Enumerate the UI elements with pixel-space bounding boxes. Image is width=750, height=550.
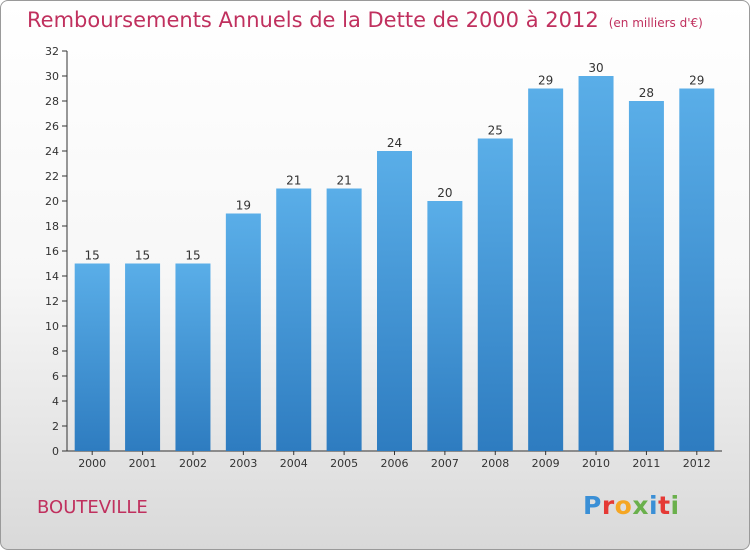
bar-value-label: 25: [488, 124, 503, 138]
bar-value-label: 29: [689, 74, 704, 88]
bar: [225, 213, 261, 451]
bar: [679, 88, 715, 451]
x-tick-label: 2000: [78, 457, 106, 470]
bar-value-label: 21: [336, 174, 351, 188]
y-tick-label: 14: [45, 270, 59, 283]
y-tick-label: 32: [45, 45, 59, 58]
bar-value-label: 15: [85, 249, 100, 263]
x-tick-label: 2005: [330, 457, 358, 470]
x-tick-label: 2012: [683, 457, 711, 470]
logo-letter: t: [658, 491, 671, 520]
bar: [427, 201, 463, 451]
bar: [175, 263, 211, 451]
y-tick-label: 24: [45, 145, 59, 158]
x-tick-label: 2004: [280, 457, 308, 470]
logo-letter: P: [583, 491, 602, 520]
logo-letter: i: [670, 491, 680, 520]
y-tick-label: 8: [52, 345, 59, 358]
y-tick-label: 20: [45, 195, 59, 208]
x-tick-label: 2008: [481, 457, 509, 470]
logo-letter: i: [649, 491, 659, 520]
bar: [125, 263, 161, 451]
logo-letter: x: [632, 491, 649, 520]
bar: [276, 188, 312, 451]
logo-letter: o: [614, 491, 633, 520]
x-tick-label: 2007: [431, 457, 459, 470]
x-tick-label: 2002: [179, 457, 207, 470]
y-tick-label: 12: [45, 295, 59, 308]
y-tick-label: 4: [52, 395, 59, 408]
logo-letter: r: [601, 491, 615, 520]
y-tick-label: 18: [45, 220, 59, 233]
chart-title-main: Remboursements Annuels de la Dette de 20…: [27, 8, 599, 32]
y-tick-label: 16: [45, 245, 59, 258]
bar: [628, 101, 664, 451]
y-tick-label: 6: [52, 370, 59, 383]
x-tick-label: 2003: [229, 457, 257, 470]
chart-unit-note: (en milliers d'€): [608, 16, 703, 30]
bar: [528, 88, 564, 451]
bar-value-label: 28: [639, 86, 654, 100]
chart-title: Remboursements Annuels de la Dette de 20…: [27, 8, 703, 32]
y-tick-label: 22: [45, 170, 59, 183]
bar-value-label: 15: [135, 249, 150, 263]
x-tick-label: 2006: [381, 457, 409, 470]
bar-value-label: 20: [437, 186, 452, 200]
bar: [377, 151, 412, 451]
bar-value-label: 19: [236, 199, 251, 213]
proxiti-logo: Proxiti: [583, 491, 680, 520]
bar: [578, 76, 614, 451]
x-tick-label: 2011: [632, 457, 660, 470]
y-tick-label: 30: [45, 70, 59, 83]
bar-value-label: 24: [387, 136, 402, 150]
y-tick-label: 2: [52, 420, 59, 433]
y-tick-label: 10: [45, 320, 59, 333]
bar-value-label: 30: [588, 61, 603, 75]
x-tick-label: 2009: [532, 457, 560, 470]
bar: [477, 138, 513, 451]
commune-name: BOUTEVILLE: [37, 497, 148, 518]
y-tick-label: 26: [45, 120, 59, 133]
bar-value-label: 15: [185, 249, 200, 263]
bar: [326, 188, 362, 451]
bar-value-label: 21: [286, 174, 301, 188]
x-tick-label: 2010: [582, 457, 610, 470]
y-tick-label: 0: [52, 445, 59, 458]
x-tick-label: 2001: [129, 457, 157, 470]
y-tick-label: 28: [45, 95, 59, 108]
bar: [74, 263, 110, 451]
bar-value-label: 29: [538, 74, 553, 88]
